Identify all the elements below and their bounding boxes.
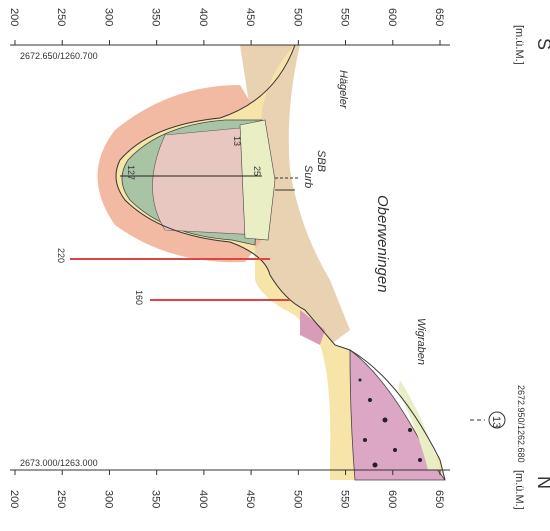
cross-section: 200 200 250 250 300 300 350 350 400 400 450 450 500 5… — [0, 0, 550, 526]
tick-label-bottom: 650 — [433, 490, 445, 508]
tick-label-top: 400 — [197, 8, 209, 26]
tick-label-top: 600 — [386, 8, 398, 26]
tick-label-bottom: 300 — [102, 490, 114, 508]
tick-label-bottom: 200 — [8, 490, 20, 508]
tick-label-top: 450 — [244, 8, 256, 26]
unit-bottom: [m.ü.M.] — [513, 470, 525, 510]
tick-label-bottom: 350 — [150, 490, 162, 508]
tick-label-bottom: 500 — [291, 490, 303, 508]
end-label: S — [534, 38, 550, 50]
place-label: Wigraben — [415, 318, 427, 365]
end-label: N — [534, 476, 550, 489]
tick-label-bottom: 550 — [339, 490, 351, 508]
tick-label-top: 350 — [150, 8, 162, 26]
tick-label-top: 300 — [102, 8, 114, 26]
coord: 2673.000/1263.000 — [20, 458, 98, 468]
borehole-label: 160 — [134, 290, 144, 305]
coord: 2672.950/1262.680 — [516, 385, 526, 463]
tick-label-top: 650 — [433, 8, 445, 26]
place-label: Hägeler — [337, 70, 349, 110]
borehole-label: 25 — [252, 166, 262, 176]
unit-top: [m.ü.M.] — [513, 25, 525, 65]
tick-label-top: 550 — [339, 8, 351, 26]
borehole-label: 220 — [56, 248, 66, 263]
coord: 2672.650/1260.700 — [20, 51, 98, 61]
place-label: SBB — [315, 150, 327, 172]
tick-label-bottom: 450 — [244, 490, 256, 508]
tick-label-bottom: 600 — [386, 490, 398, 508]
tick-label-bottom: 400 — [197, 490, 209, 508]
borehole-label: 13 — [232, 136, 242, 146]
tick-label-top: 500 — [291, 8, 303, 26]
section-number: 13 — [490, 416, 502, 428]
borehole-label: 127 — [126, 165, 136, 180]
place-label: Surb — [302, 165, 314, 188]
tick-label-top: 250 — [55, 8, 67, 26]
tick-label-top: 200 — [8, 8, 20, 26]
place-label: Oberweningen — [374, 195, 391, 293]
tick-label-bottom: 250 — [55, 490, 67, 508]
